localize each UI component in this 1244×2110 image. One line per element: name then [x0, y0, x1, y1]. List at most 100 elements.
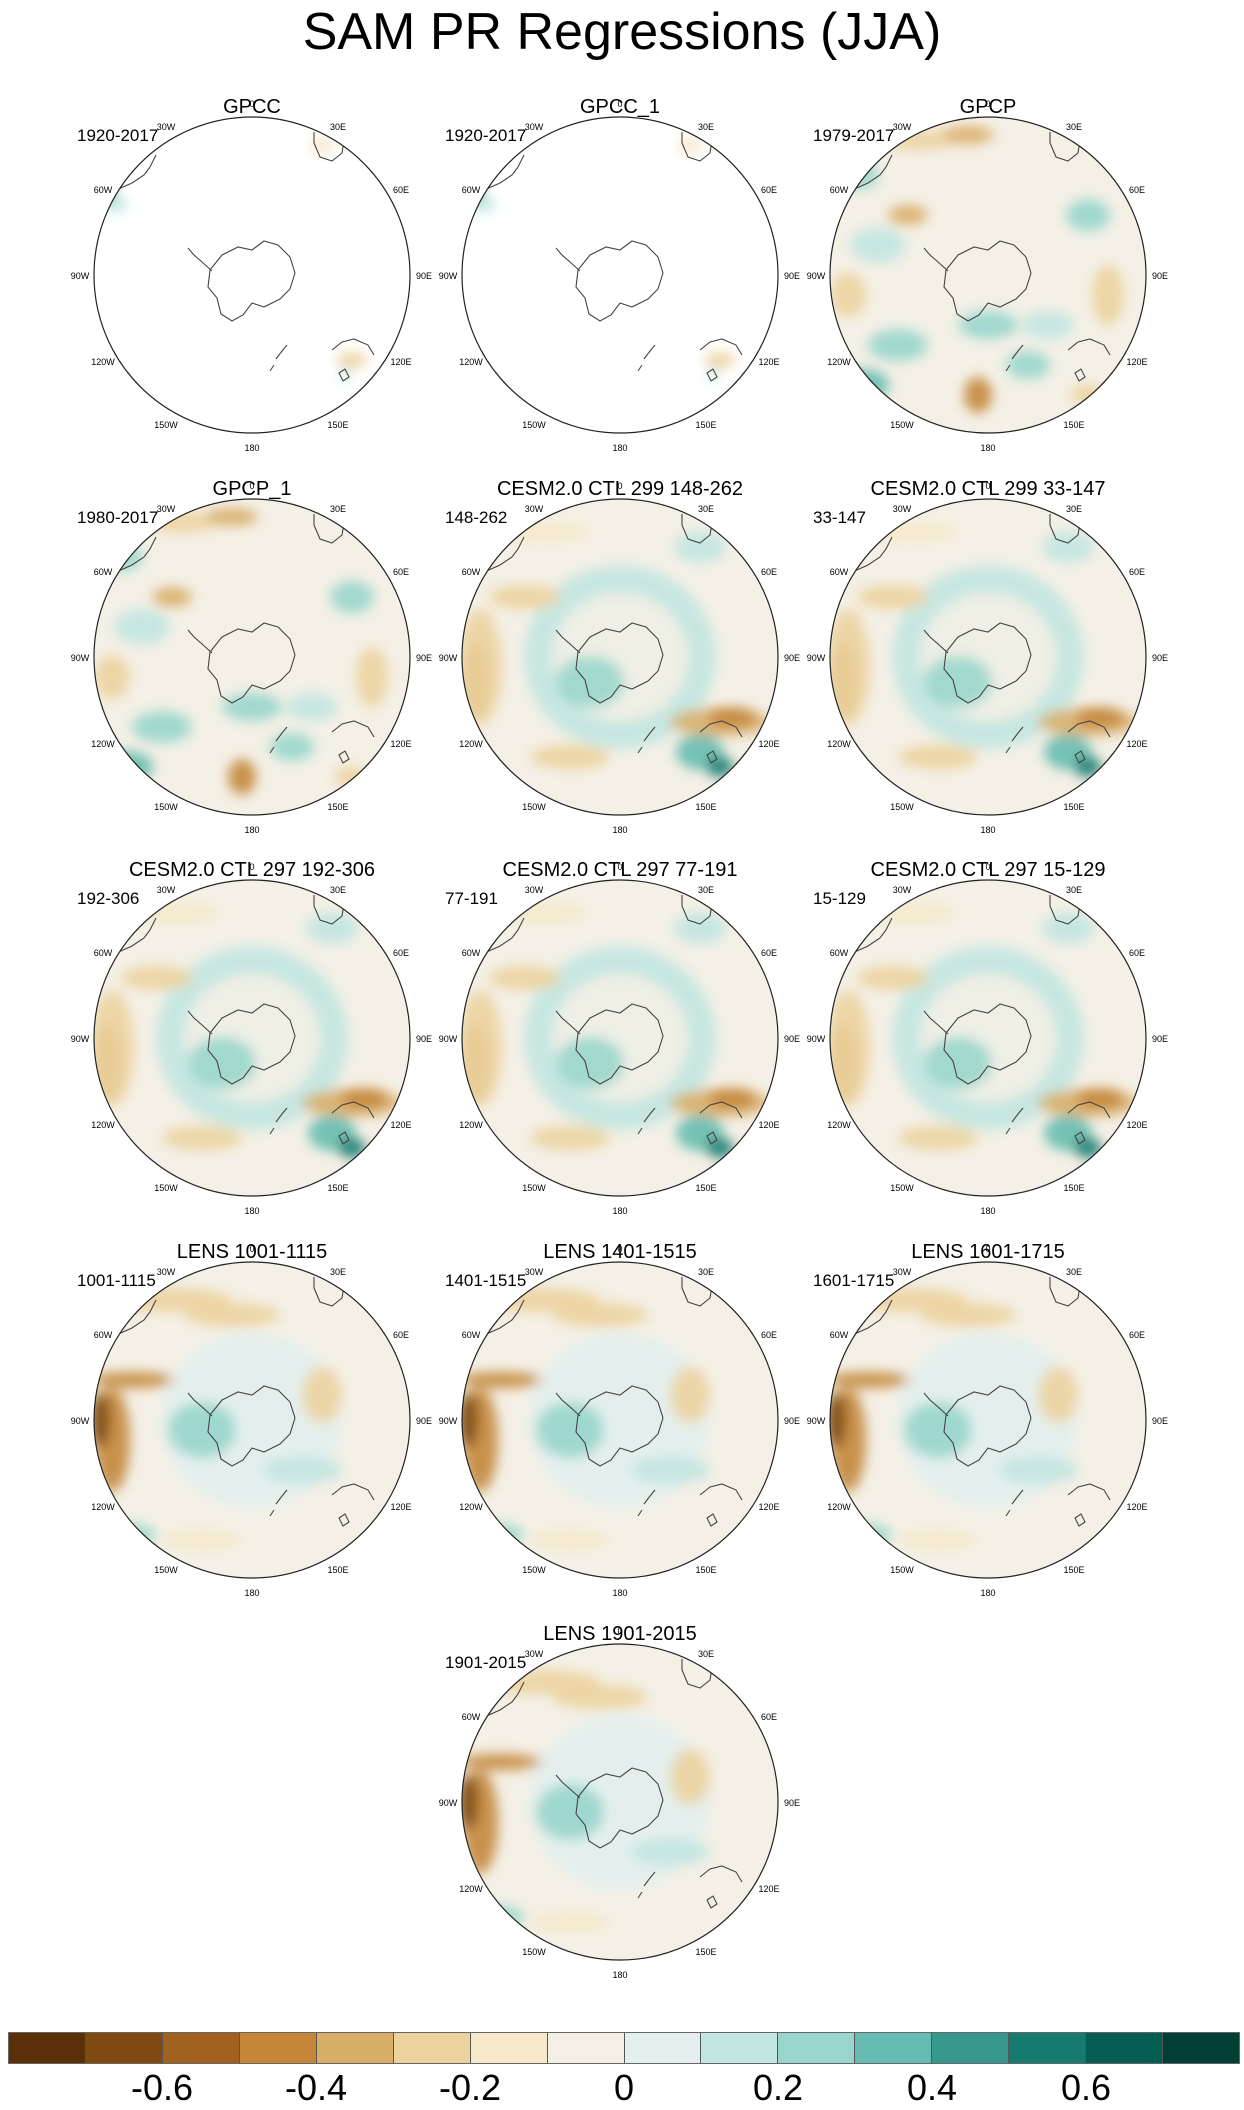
longitude-label: 90W [71, 1416, 90, 1426]
map-boundary [461, 1261, 779, 1579]
coastline-nz [269, 726, 288, 754]
longitude-label: 180 [244, 1206, 259, 1216]
contour-region [306, 912, 358, 944]
longitude-label: 90E [1152, 1416, 1168, 1426]
panel-title: CESM2.0 CTL 297 77-191 [502, 859, 738, 881]
contour-region [704, 352, 736, 368]
panel-title: CESM2.0 CTL 297 15-129 [870, 859, 1106, 881]
contour-region [1074, 757, 1102, 777]
panel-period: 15-129 [813, 889, 866, 908]
contour-region [904, 1402, 972, 1458]
longitude-label: 60W [462, 1330, 481, 1340]
contour-region [100, 198, 128, 212]
coastline-australia [331, 338, 375, 356]
coastline-australia [699, 338, 743, 356]
coastline-antarctica [943, 1003, 1032, 1085]
panel-period: 148-262 [445, 508, 508, 527]
longitude-label: 180 [980, 825, 995, 835]
panel-title: LENS 1901-2015 [543, 1623, 697, 1645]
coastline-tasmania [706, 1131, 718, 1145]
coastline-tasmania [1074, 368, 1086, 382]
contour-region [850, 227, 906, 263]
contour-region [330, 581, 374, 613]
longitude-label: 30W [157, 122, 176, 132]
longitude-label: 120E [758, 357, 779, 367]
longitude-label: 30W [525, 504, 544, 514]
contour-region [162, 1126, 242, 1150]
contour-region [462, 1372, 542, 1388]
contour-region [228, 759, 256, 795]
contour-region [462, 1523, 524, 1547]
coastlines [96, 895, 375, 1145]
contour-region [708, 707, 756, 727]
colorbar-swatch [778, 2033, 856, 2063]
longitude-label: 0 [617, 481, 622, 491]
contour-region [858, 903, 958, 923]
contour-region [1092, 265, 1124, 325]
contour-region [462, 609, 502, 725]
contour-region [530, 1530, 610, 1550]
longitude-label: 150W [890, 1565, 914, 1575]
contour-region [340, 1088, 388, 1108]
coastline-nz [1005, 1107, 1024, 1135]
coastline-antarctica [943, 622, 1032, 704]
colorbar-tick-label: 0.6 [1060, 2067, 1112, 2108]
contour-region [888, 205, 928, 225]
longitude-label: 150W [154, 1183, 178, 1193]
contour-region [924, 656, 992, 708]
panel-period: 1920-2017 [445, 126, 527, 145]
contour-region [462, 1774, 478, 1830]
colorbar-swatch [855, 2033, 933, 2063]
coastline-nz [269, 1107, 288, 1135]
longitude-label: 180 [244, 443, 259, 453]
polar-stereographic-map: 0 30E 60E 90E 120E 150E 180 150W 120W 90W 60W 30W [439, 1244, 800, 1598]
map-panel: CESM2.0 CTL 299 148-262 0 30E 60E 90E 120E 150… [420, 477, 820, 837]
map-panel: GPCP_1 0 30E 60E 90E 120E 150E 180 150W 120W 90W 60… [52, 477, 452, 837]
contour-region [670, 1749, 710, 1805]
longitude-label: 30W [893, 122, 912, 132]
contour-region [530, 745, 610, 769]
coastlines [464, 895, 743, 1145]
map-boundary [93, 498, 411, 816]
contour-region [162, 1530, 242, 1550]
contour-region [1042, 912, 1094, 944]
contour-region [678, 136, 702, 154]
map-panel: LENS 1901-2015 0 30E 60E 90E 120E 150E 180 150W 1… [420, 1622, 820, 1982]
contour-region [1022, 311, 1074, 339]
contour-region [898, 745, 978, 769]
polar-stereographic-map: 0 30E 60E 90E 120E 150E 180 150W 120W 90W 60W 30W [439, 862, 800, 1216]
contour-region [920, 1303, 1016, 1327]
longitude-label: 120E [390, 1120, 411, 1130]
coastline-antarctica [207, 1003, 296, 1085]
coastline-australia [331, 720, 375, 738]
contour-region [101, 751, 153, 783]
map-panel: GPCC_1 0 30E 60E 90E 120E 150E 180 150W 120W 90W 60… [420, 95, 820, 455]
map-panel: LENS 1601-1715 0 30E 60E 90E 120E 150E 180 150W 1… [788, 1240, 1188, 1600]
coastline-antarctica [575, 1767, 664, 1849]
longitude-label: 150W [522, 1565, 546, 1575]
contour-region [94, 1523, 156, 1547]
longitude-label: 90E [784, 1034, 800, 1044]
longitude-label: 60E [393, 185, 409, 195]
figure-title: SAM PR Regressions (JJA) [302, 3, 942, 61]
longitude-label: 30W [525, 1267, 544, 1277]
panel-title: GPCC_1 [579, 96, 661, 118]
polar-stereographic-map: 0 30E 60E 90E 120E 150E 180 150W 120W 90W 60W 30W [807, 1244, 1168, 1598]
panel-title: GPCC [223, 96, 281, 118]
contour-region [552, 1685, 648, 1709]
longitude-label: 30W [525, 122, 544, 132]
polar-stereographic-map: 0 30E 60E 90E 120E 150E 180 150W 120W 90W 60W 30W [807, 862, 1168, 1216]
contour-region [338, 1138, 366, 1158]
panel-period: 1979-2017 [813, 126, 895, 145]
contour-region [898, 1126, 978, 1150]
coastline-tasmania [338, 750, 350, 764]
coastline-peninsula [187, 629, 213, 654]
longitude-label: 60W [830, 1330, 849, 1340]
coastline-peninsula [555, 1774, 581, 1799]
contour-region [556, 1037, 624, 1089]
contour-region [468, 198, 496, 212]
longitude-label: 150E [695, 1565, 716, 1575]
contour-region [262, 1456, 342, 1484]
colorbar-swatch [85, 2033, 163, 2063]
regression-field [462, 117, 778, 433]
